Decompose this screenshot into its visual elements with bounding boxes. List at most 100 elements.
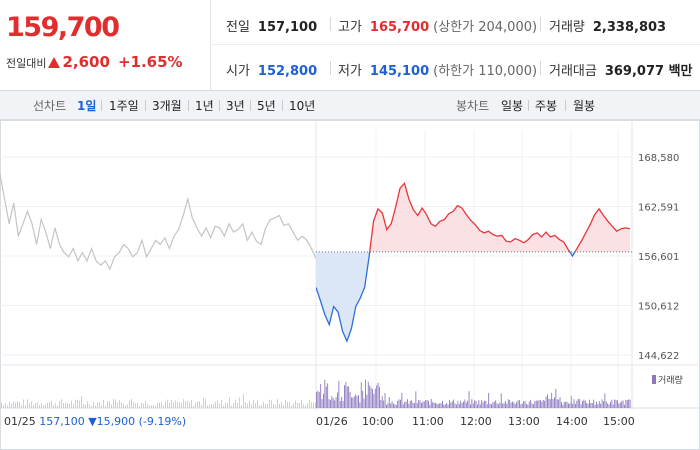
volume-bar-prev (61, 399, 62, 408)
volume-bar (339, 401, 341, 408)
volume-bar (351, 397, 352, 408)
volume-bar (430, 399, 432, 408)
volume-bar-prev (227, 403, 228, 408)
volume-bar-prev (233, 402, 234, 408)
volume-bar (577, 399, 579, 408)
volume-bar (369, 385, 371, 408)
volume-bar (436, 403, 438, 408)
candle-monthly[interactable]: 월봉 (573, 99, 596, 113)
quote-header: 159,700 전일대비 2,600 +1.65% 전일 157,100 고가 165,… (0, 0, 700, 91)
volume-bar-prev (147, 404, 148, 408)
volume-bar (330, 399, 331, 408)
volume-bar-prev (155, 405, 156, 408)
volume-bar (596, 401, 597, 408)
volume-bar (386, 404, 387, 408)
volume-bar (433, 402, 435, 408)
volume-bar-prev (237, 403, 238, 408)
x-tick-label: 10:00 (362, 415, 394, 428)
volume-bar (537, 400, 539, 408)
volume-bar-prev (221, 399, 222, 408)
period-1d[interactable]: 1일 (77, 99, 97, 113)
volume-bar (465, 402, 467, 408)
volume-bar-prev (69, 404, 70, 408)
divider (101, 100, 102, 111)
candle-daily[interactable]: 일봉 (501, 99, 524, 113)
line-chart-label: 선차트 (33, 99, 67, 113)
volume-bar (573, 399, 575, 408)
volume-bar (423, 401, 425, 408)
volume-bar-prev (35, 402, 36, 408)
volume-bar-prev (135, 403, 136, 408)
period-3m[interactable]: 3개월 (152, 99, 182, 113)
volume-bar-prev (181, 402, 182, 408)
volume-bar (404, 401, 406, 408)
volume-bar (555, 388, 557, 408)
volume-bar (552, 399, 554, 408)
volume-bar (384, 393, 386, 408)
volume-bar (534, 401, 536, 408)
period-10y[interactable]: 10년 (289, 99, 316, 113)
volume-bar-prev (283, 405, 284, 408)
volume-bar-prev (315, 402, 316, 408)
volume-bar (394, 404, 396, 408)
volume-bar (342, 400, 344, 408)
volume-bar (362, 390, 364, 408)
candle-weekly[interactable]: 주봉 (535, 99, 558, 113)
volume-bar (493, 401, 495, 408)
volume-bar (499, 402, 501, 408)
volume-bar (426, 399, 428, 408)
volume-bar (393, 403, 394, 408)
volume-bar-prev (303, 404, 304, 408)
volume-bar-prev (273, 404, 274, 408)
volume-bar (492, 402, 494, 408)
volume-bar (562, 404, 564, 408)
stat-volume: 거래량 2,338,803 (549, 16, 666, 35)
divider (330, 17, 331, 31)
period-1w[interactable]: 1주일 (109, 99, 139, 113)
volume-bar (558, 399, 560, 408)
period-5y[interactable]: 5년 (257, 99, 276, 113)
volume-bar-prev (127, 404, 128, 408)
volume-bar-prev (1, 402, 2, 408)
volume-bar (589, 399, 590, 408)
volume-bar (535, 400, 537, 408)
volume-bar-prev (137, 402, 138, 408)
period-1y[interactable]: 1년 (195, 99, 214, 113)
volume-bar-prev (115, 399, 116, 408)
volume-bar-prev (129, 400, 130, 408)
volume-bar-prev (99, 401, 100, 408)
volume-bar (320, 383, 322, 408)
volume-bar (363, 398, 365, 408)
volume-bar (442, 400, 443, 408)
price-chart[interactable]: 168,580 162,591 156,601 150,612 144,622 01/2… (0, 120, 700, 450)
volume-bar-prev (17, 401, 18, 408)
volume-bar-prev (79, 400, 80, 408)
volume-bar-prev (71, 400, 72, 408)
stat-label: 고가 (338, 20, 362, 35)
divider (540, 61, 541, 75)
volume-bar (323, 393, 324, 408)
volume-bar (388, 396, 390, 408)
volume-bar (611, 399, 613, 408)
volume-bar (443, 404, 445, 408)
volume-bar-prev (109, 401, 110, 408)
volume-bar-prev (205, 399, 206, 408)
volume-bar (316, 392, 317, 408)
volume-bar (460, 400, 462, 408)
volume-bar (482, 402, 484, 408)
volume-bar-prev (65, 402, 66, 408)
volume-bar (428, 400, 429, 408)
volume-bar-prev (123, 404, 124, 408)
volume-bar (502, 403, 504, 408)
volume-bar-prev (145, 400, 146, 408)
volume-bar-prev (27, 399, 28, 408)
volume-bar (530, 399, 532, 408)
volume-bar (484, 400, 485, 408)
volume-bar-prev (141, 402, 142, 408)
period-3y[interactable]: 3년 (226, 99, 245, 113)
volume-bar (516, 401, 518, 408)
volume-legend: 거래량 (652, 373, 683, 386)
volume-bar (377, 382, 379, 408)
volume-bar (527, 404, 529, 408)
volume-bar-prev (25, 405, 26, 408)
